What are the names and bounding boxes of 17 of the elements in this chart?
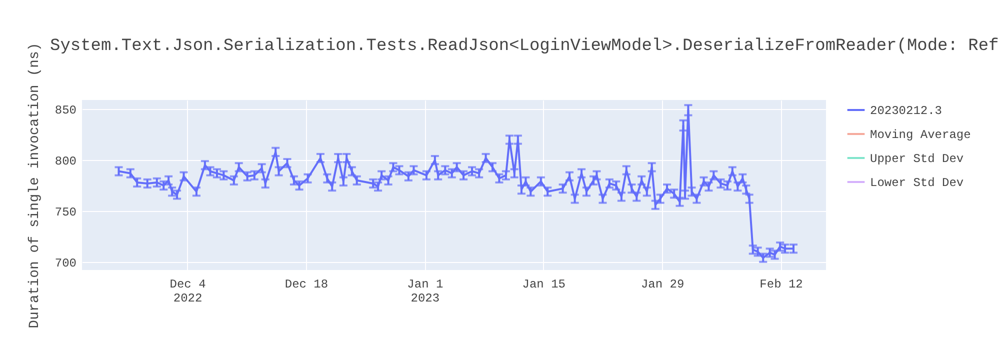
chart-title: System.Text.Json.Serialization.Tests.ReadJson<LoginViewModel>.DeserializeFromReader(Mode: Ref [50, 37, 999, 56]
x-tick-label: Jan 29 [640, 278, 684, 292]
legend-label: 20230212.3 [870, 104, 942, 118]
legend-label: Lower Std Dev [870, 176, 964, 190]
legend-label: Moving Average [870, 128, 971, 142]
x-tick-label: Feb 12 [760, 278, 803, 292]
x-tick-label: Dec 18 [284, 278, 328, 292]
y-tick-label: 800 [54, 154, 76, 169]
line-series [118, 109, 794, 259]
legend-label: Upper Std Dev [870, 152, 964, 166]
x-tick-label: Jan 15 [522, 278, 566, 292]
y-tick-label: 850 [54, 104, 76, 118]
y-tick-label: 700 [54, 256, 76, 270]
x-tick-label: Dec 4 2022 [170, 278, 206, 306]
y-tick-label: 750 [54, 205, 76, 220]
x-tick-label: Jan 1 2023 [407, 278, 444, 306]
y-axis-title: Duration of single invocation (ns) [26, 42, 43, 328]
